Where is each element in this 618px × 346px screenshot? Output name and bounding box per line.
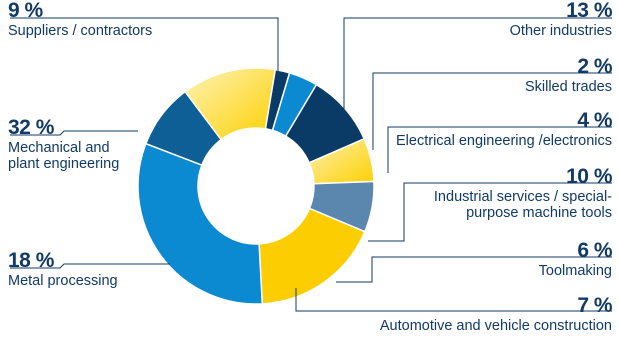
leader-line-2 [372,72,612,150]
slice-percent: 9 % [8,0,43,22]
leader-line-3 [387,126,612,173]
slice-name: Skilled trades [524,78,612,95]
slice-percent: 32 % [8,116,54,139]
slice-percent: 10 % [566,165,612,188]
leader-line-4 [368,182,612,242]
leader-line-5 [336,256,612,283]
slice-label-5: 6 % Toolmaking [538,239,613,279]
slice-label-7: 18 % Metal processing [8,249,118,289]
slice-name: Electrical engineering /electronics [396,132,612,149]
leader-line-8 [10,130,138,136]
slice-percent: 4 % [577,109,612,132]
slice-percent: 13 % [566,0,612,22]
slice-name: Metal processing [8,272,118,289]
slice-label-3: 4 % Electrical engineering /electronics [396,109,613,149]
slice-name: Mechanical and plant engineering [8,139,120,172]
leader-line-7 [10,263,170,269]
slice-label-1: 13 % Other industries [509,0,613,39]
slice-percent: 18 % [8,249,54,272]
slice-name: Suppliers / contractors [8,22,153,39]
slice-label-4: 10 % Industrial services / special- purpo… [433,165,613,221]
pie-slice-8 [137,142,264,305]
slice-label-6: 7 % Automotive and vehicle construction [379,294,613,334]
leader-line-6 [295,288,612,312]
slice-name: Toolmaking [538,262,612,279]
leader-line-1 [343,17,612,118]
slice-percent: 2 % [577,55,612,78]
slice-name: Other industries [509,22,612,39]
slice-name: Industrial services / special- purpose m… [433,188,612,221]
slice-name: Automotive and vehicle construction [379,317,612,334]
slice-percent: 7 % [577,294,612,317]
slice-label-0: 9 % Suppliers / contractors [8,0,152,39]
leader-line-0 [10,17,279,76]
slice-label-8: 32 % Mechanical and plant engineering [8,116,119,172]
slice-percent: 6 % [577,239,612,262]
slice-label-2: 2 % Skilled trades [524,55,613,95]
